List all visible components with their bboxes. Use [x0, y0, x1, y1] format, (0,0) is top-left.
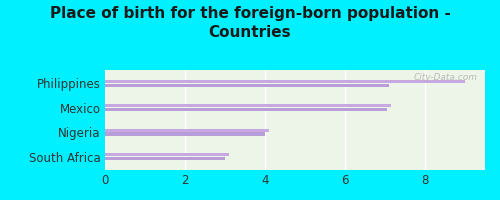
- Text: Place of birth for the foreign-born population -
Countries: Place of birth for the foreign-born popu…: [50, 6, 450, 40]
- Bar: [105, 153, 229, 156]
- Bar: [105, 108, 387, 111]
- Bar: [105, 157, 225, 160]
- Text: City-Data.com: City-Data.com: [414, 73, 478, 82]
- Bar: [105, 132, 265, 136]
- Bar: [105, 80, 465, 83]
- Bar: [105, 129, 269, 132]
- Bar: [105, 104, 391, 107]
- Bar: [105, 84, 389, 87]
